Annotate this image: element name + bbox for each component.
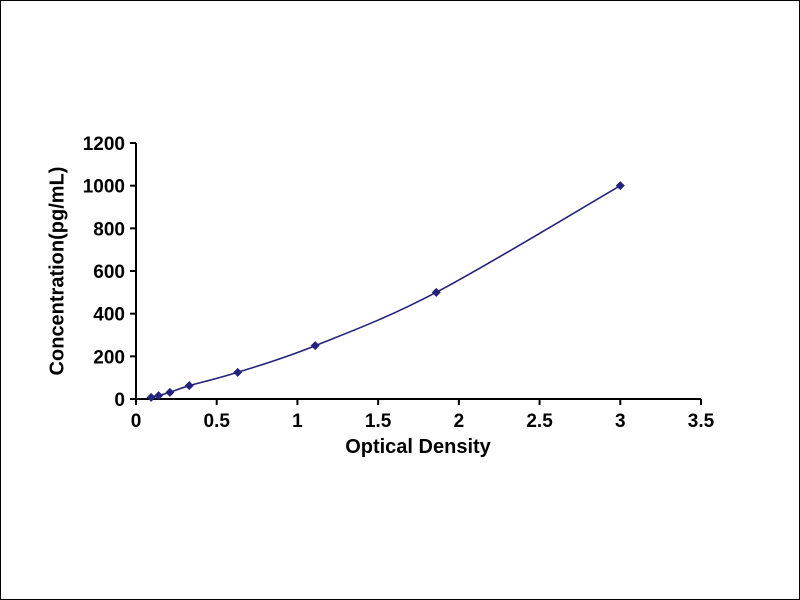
- y-tick-label: 0: [114, 390, 125, 411]
- y-tick-label: 400: [93, 305, 125, 326]
- axes: 0 0.5 1 1.5 2 2.5 3 3.5 0 200 400 600 800 1000 1200: [83, 134, 715, 432]
- y-tick-label: 200: [93, 347, 125, 368]
- data-point-marker: [615, 181, 625, 191]
- x-tick-label: 3.5: [688, 411, 715, 432]
- series: [146, 181, 625, 402]
- data-point-marker: [431, 287, 441, 297]
- data-point-marker: [184, 381, 194, 391]
- data-point-marker: [310, 341, 320, 351]
- y-tick-label: 1200: [83, 134, 125, 155]
- y-tick-label: 600: [93, 262, 125, 283]
- y-tick-label: 1000: [83, 177, 125, 198]
- y-tick-label: 800: [93, 219, 125, 240]
- data-point-marker: [165, 387, 175, 397]
- x-tick-label: 1.5: [365, 411, 392, 432]
- x-tick-label: 0: [131, 411, 142, 432]
- x-tick-label: 3: [615, 411, 626, 432]
- x-tick-label: 0.5: [204, 411, 231, 432]
- data-point-marker: [146, 392, 156, 402]
- x-tick-label: 2: [454, 411, 465, 432]
- curve-line: [151, 185, 621, 399]
- x-axis-label: Optical Density: [345, 436, 491, 458]
- x-tick-label: 2.5: [526, 411, 553, 432]
- data-point-marker: [233, 367, 243, 377]
- x-tick-label: 1: [292, 411, 303, 432]
- y-axis-label: Concentration(pg/mL): [46, 167, 68, 376]
- data-point-marker: [154, 391, 164, 401]
